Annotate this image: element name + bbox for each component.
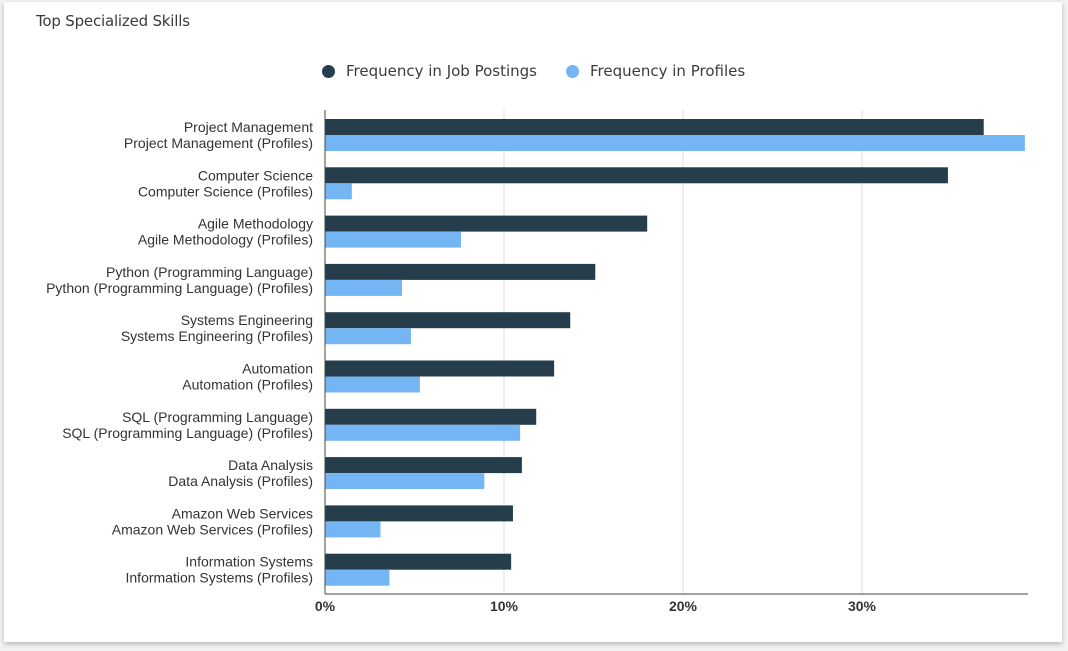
x-tick-label-2: 20%	[669, 598, 698, 614]
bar-job-postings-8	[325, 505, 513, 522]
chart-legend: Frequency in Job Postings Frequency in P…	[0, 62, 1068, 84]
category-label-4: Systems Engineering	[181, 312, 313, 328]
category-label-6: SQL (Programming Language)	[122, 409, 313, 425]
x-tick-label-0: 0%	[315, 598, 336, 614]
bar-profiles-7	[325, 473, 485, 490]
category-profiles-label-7: Data Analysis (Profiles)	[168, 473, 313, 489]
category-profiles-label-0: Project Management (Profiles)	[124, 135, 313, 151]
chart-title: Top Specialized Skills	[36, 12, 190, 30]
category-profiles-label-3: Python (Programming Language) (Profiles)	[46, 280, 313, 296]
legend-label-profiles: Frequency in Profiles	[590, 62, 746, 80]
category-profiles-label-8: Amazon Web Services (Profiles)	[112, 521, 313, 537]
category-profiles-label-1: Computer Science (Profiles)	[138, 183, 313, 199]
legend-swatch-job-postings	[322, 64, 335, 78]
x-tick-label-1: 10%	[490, 598, 519, 614]
category-label-1: Computer Science	[198, 167, 313, 183]
legend-label-job-postings: Frequency in Job Postings	[346, 62, 537, 80]
bar-job-postings-0	[325, 119, 984, 135]
bar-profiles-1	[325, 183, 352, 200]
legend-swatch-profiles	[566, 64, 579, 78]
bar-profiles-4	[325, 328, 411, 345]
category-profiles-label-4: Systems Engineering (Profiles)	[121, 328, 313, 344]
bar-profiles-0	[325, 135, 1025, 151]
category-profiles-label-9: Information Systems (Profiles)	[126, 570, 314, 586]
bar-job-postings-5	[325, 360, 555, 377]
bar-profiles-5	[325, 376, 420, 393]
category-label-2: Agile Methodology	[198, 216, 313, 232]
bar-job-postings-3	[325, 263, 596, 280]
bar-profiles-6	[325, 424, 521, 441]
category-label-3: Python (Programming Language)	[106, 264, 313, 280]
bar-job-postings-4	[325, 312, 571, 329]
bar-profiles-8	[325, 521, 381, 538]
category-profiles-label-2: Agile Methodology (Profiles)	[138, 232, 313, 248]
category-label-7: Data Analysis	[228, 457, 313, 473]
bar-job-postings-7	[325, 457, 522, 474]
bar-job-postings-9	[325, 553, 512, 570]
category-label-9: Information Systems	[185, 554, 313, 570]
category-label-8: Amazon Web Services	[172, 505, 313, 521]
legend-item-job-postings[interactable]: Frequency in Job Postings	[322, 62, 537, 80]
category-label-5: Automation	[242, 361, 313, 377]
category-profiles-label-5: Automation (Profiles)	[182, 377, 313, 393]
x-tick-label-3: 30%	[848, 598, 877, 614]
legend-item-profiles[interactable]: Frequency in Profiles	[566, 62, 745, 80]
bar-profiles-2	[325, 231, 462, 248]
bar-job-postings-2	[325, 215, 648, 232]
bar-job-postings-6	[325, 408, 537, 425]
bar-job-postings-1	[325, 167, 948, 184]
bar-profiles-3	[325, 279, 402, 296]
bar-profiles-9	[325, 569, 390, 586]
category-label-0: Project Management	[184, 119, 313, 135]
category-profiles-label-6: SQL (Programming Language) (Profiles)	[62, 425, 313, 441]
